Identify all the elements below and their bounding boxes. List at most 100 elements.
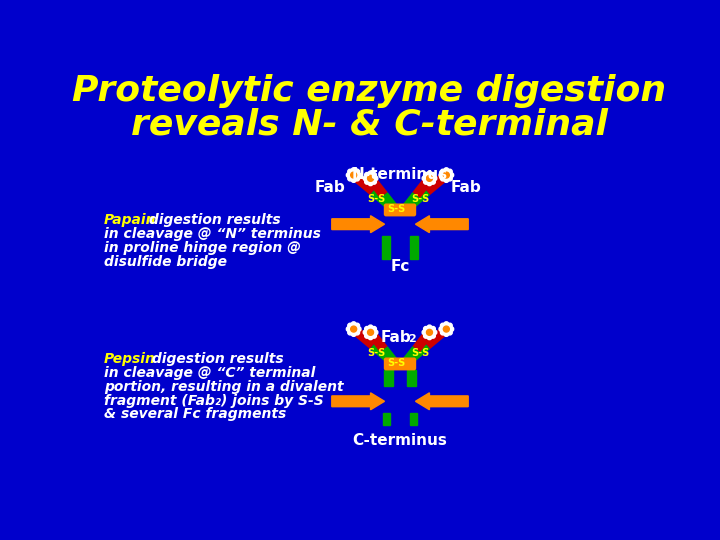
Circle shape xyxy=(368,335,373,340)
Circle shape xyxy=(423,333,428,338)
Circle shape xyxy=(431,327,436,332)
Circle shape xyxy=(439,327,444,332)
Circle shape xyxy=(363,330,368,335)
Circle shape xyxy=(427,181,432,186)
Circle shape xyxy=(348,323,353,328)
Bar xyxy=(410,236,418,259)
Circle shape xyxy=(351,178,356,183)
Circle shape xyxy=(447,323,452,328)
Circle shape xyxy=(351,168,356,173)
Bar xyxy=(384,370,392,386)
Text: portion, resulting in a divalent: portion, resulting in a divalent xyxy=(104,380,343,394)
Circle shape xyxy=(444,332,449,336)
Text: reveals N- & C-terminal: reveals N- & C-terminal xyxy=(130,107,608,141)
Text: in proline hinge region @: in proline hinge region @ xyxy=(104,241,301,255)
Text: digestion results: digestion results xyxy=(148,352,284,366)
Circle shape xyxy=(348,169,353,174)
Circle shape xyxy=(355,176,359,181)
FancyBboxPatch shape xyxy=(384,358,415,370)
Circle shape xyxy=(356,173,361,178)
Circle shape xyxy=(363,176,368,181)
Circle shape xyxy=(423,172,428,177)
Circle shape xyxy=(351,322,356,327)
FancyArrow shape xyxy=(332,393,384,410)
Circle shape xyxy=(372,172,377,177)
Circle shape xyxy=(439,173,444,178)
Circle shape xyxy=(449,173,454,178)
Circle shape xyxy=(432,330,437,335)
Circle shape xyxy=(426,329,433,335)
FancyArrow shape xyxy=(415,393,468,410)
Text: 2: 2 xyxy=(408,334,416,343)
Text: digestion results: digestion results xyxy=(144,213,281,227)
Circle shape xyxy=(444,172,449,178)
Circle shape xyxy=(372,333,377,338)
Circle shape xyxy=(355,169,359,174)
Circle shape xyxy=(372,327,377,332)
Circle shape xyxy=(441,323,446,328)
Circle shape xyxy=(447,176,452,181)
Circle shape xyxy=(449,327,454,332)
Circle shape xyxy=(441,169,446,174)
Text: C-terminus: C-terminus xyxy=(353,433,447,448)
Text: S-S: S-S xyxy=(367,194,386,204)
Circle shape xyxy=(447,330,452,335)
Circle shape xyxy=(444,326,449,332)
Bar xyxy=(382,413,390,425)
Circle shape xyxy=(364,327,369,332)
Bar xyxy=(410,413,418,425)
Circle shape xyxy=(346,327,351,332)
Text: Pepsin: Pepsin xyxy=(104,352,156,366)
Circle shape xyxy=(441,176,446,181)
Circle shape xyxy=(355,323,359,328)
Circle shape xyxy=(368,181,373,186)
Circle shape xyxy=(355,330,359,335)
Circle shape xyxy=(444,322,449,327)
Text: S-S: S-S xyxy=(367,348,386,358)
Circle shape xyxy=(348,330,353,335)
Text: Fc: Fc xyxy=(390,259,410,274)
Circle shape xyxy=(367,329,374,335)
Circle shape xyxy=(351,332,356,336)
Circle shape xyxy=(431,172,436,177)
Text: Fab: Fab xyxy=(381,330,412,346)
Text: Proteolytic enzyme digestion: Proteolytic enzyme digestion xyxy=(72,74,666,108)
Text: in cleavage @ “C” terminal: in cleavage @ “C” terminal xyxy=(104,366,315,380)
Circle shape xyxy=(351,326,356,332)
Text: S-S: S-S xyxy=(387,204,406,214)
Circle shape xyxy=(364,333,369,338)
FancyBboxPatch shape xyxy=(384,204,415,215)
Circle shape xyxy=(372,179,377,184)
Circle shape xyxy=(373,176,378,181)
FancyArrow shape xyxy=(332,215,384,233)
Circle shape xyxy=(422,330,427,335)
Text: N-terminus: N-terminus xyxy=(352,167,448,182)
Text: fragment (Fab₂) joins by S-S: fragment (Fab₂) joins by S-S xyxy=(104,394,324,408)
Text: & several Fc fragments: & several Fc fragments xyxy=(104,408,287,421)
Circle shape xyxy=(346,173,351,178)
Circle shape xyxy=(444,178,449,183)
Text: Fab: Fab xyxy=(451,180,481,195)
Text: in cleavage @ “N” terminus: in cleavage @ “N” terminus xyxy=(104,227,321,241)
Circle shape xyxy=(423,327,428,332)
Bar xyxy=(382,236,390,259)
Text: S-S: S-S xyxy=(387,358,406,368)
Bar xyxy=(408,370,416,386)
Text: S-S: S-S xyxy=(411,194,429,204)
Circle shape xyxy=(367,176,374,181)
Text: S-S: S-S xyxy=(411,348,429,358)
Circle shape xyxy=(373,330,378,335)
Circle shape xyxy=(356,327,361,332)
Text: Fab: Fab xyxy=(315,180,346,195)
Text: disulfide bridge: disulfide bridge xyxy=(104,255,227,269)
Circle shape xyxy=(423,179,428,184)
Circle shape xyxy=(432,176,437,181)
Circle shape xyxy=(427,325,432,330)
Circle shape xyxy=(351,172,356,178)
Circle shape xyxy=(431,179,436,184)
Circle shape xyxy=(431,333,436,338)
Circle shape xyxy=(427,171,432,176)
Circle shape xyxy=(427,335,432,340)
Text: Papain: Papain xyxy=(104,213,156,227)
Circle shape xyxy=(426,176,433,181)
